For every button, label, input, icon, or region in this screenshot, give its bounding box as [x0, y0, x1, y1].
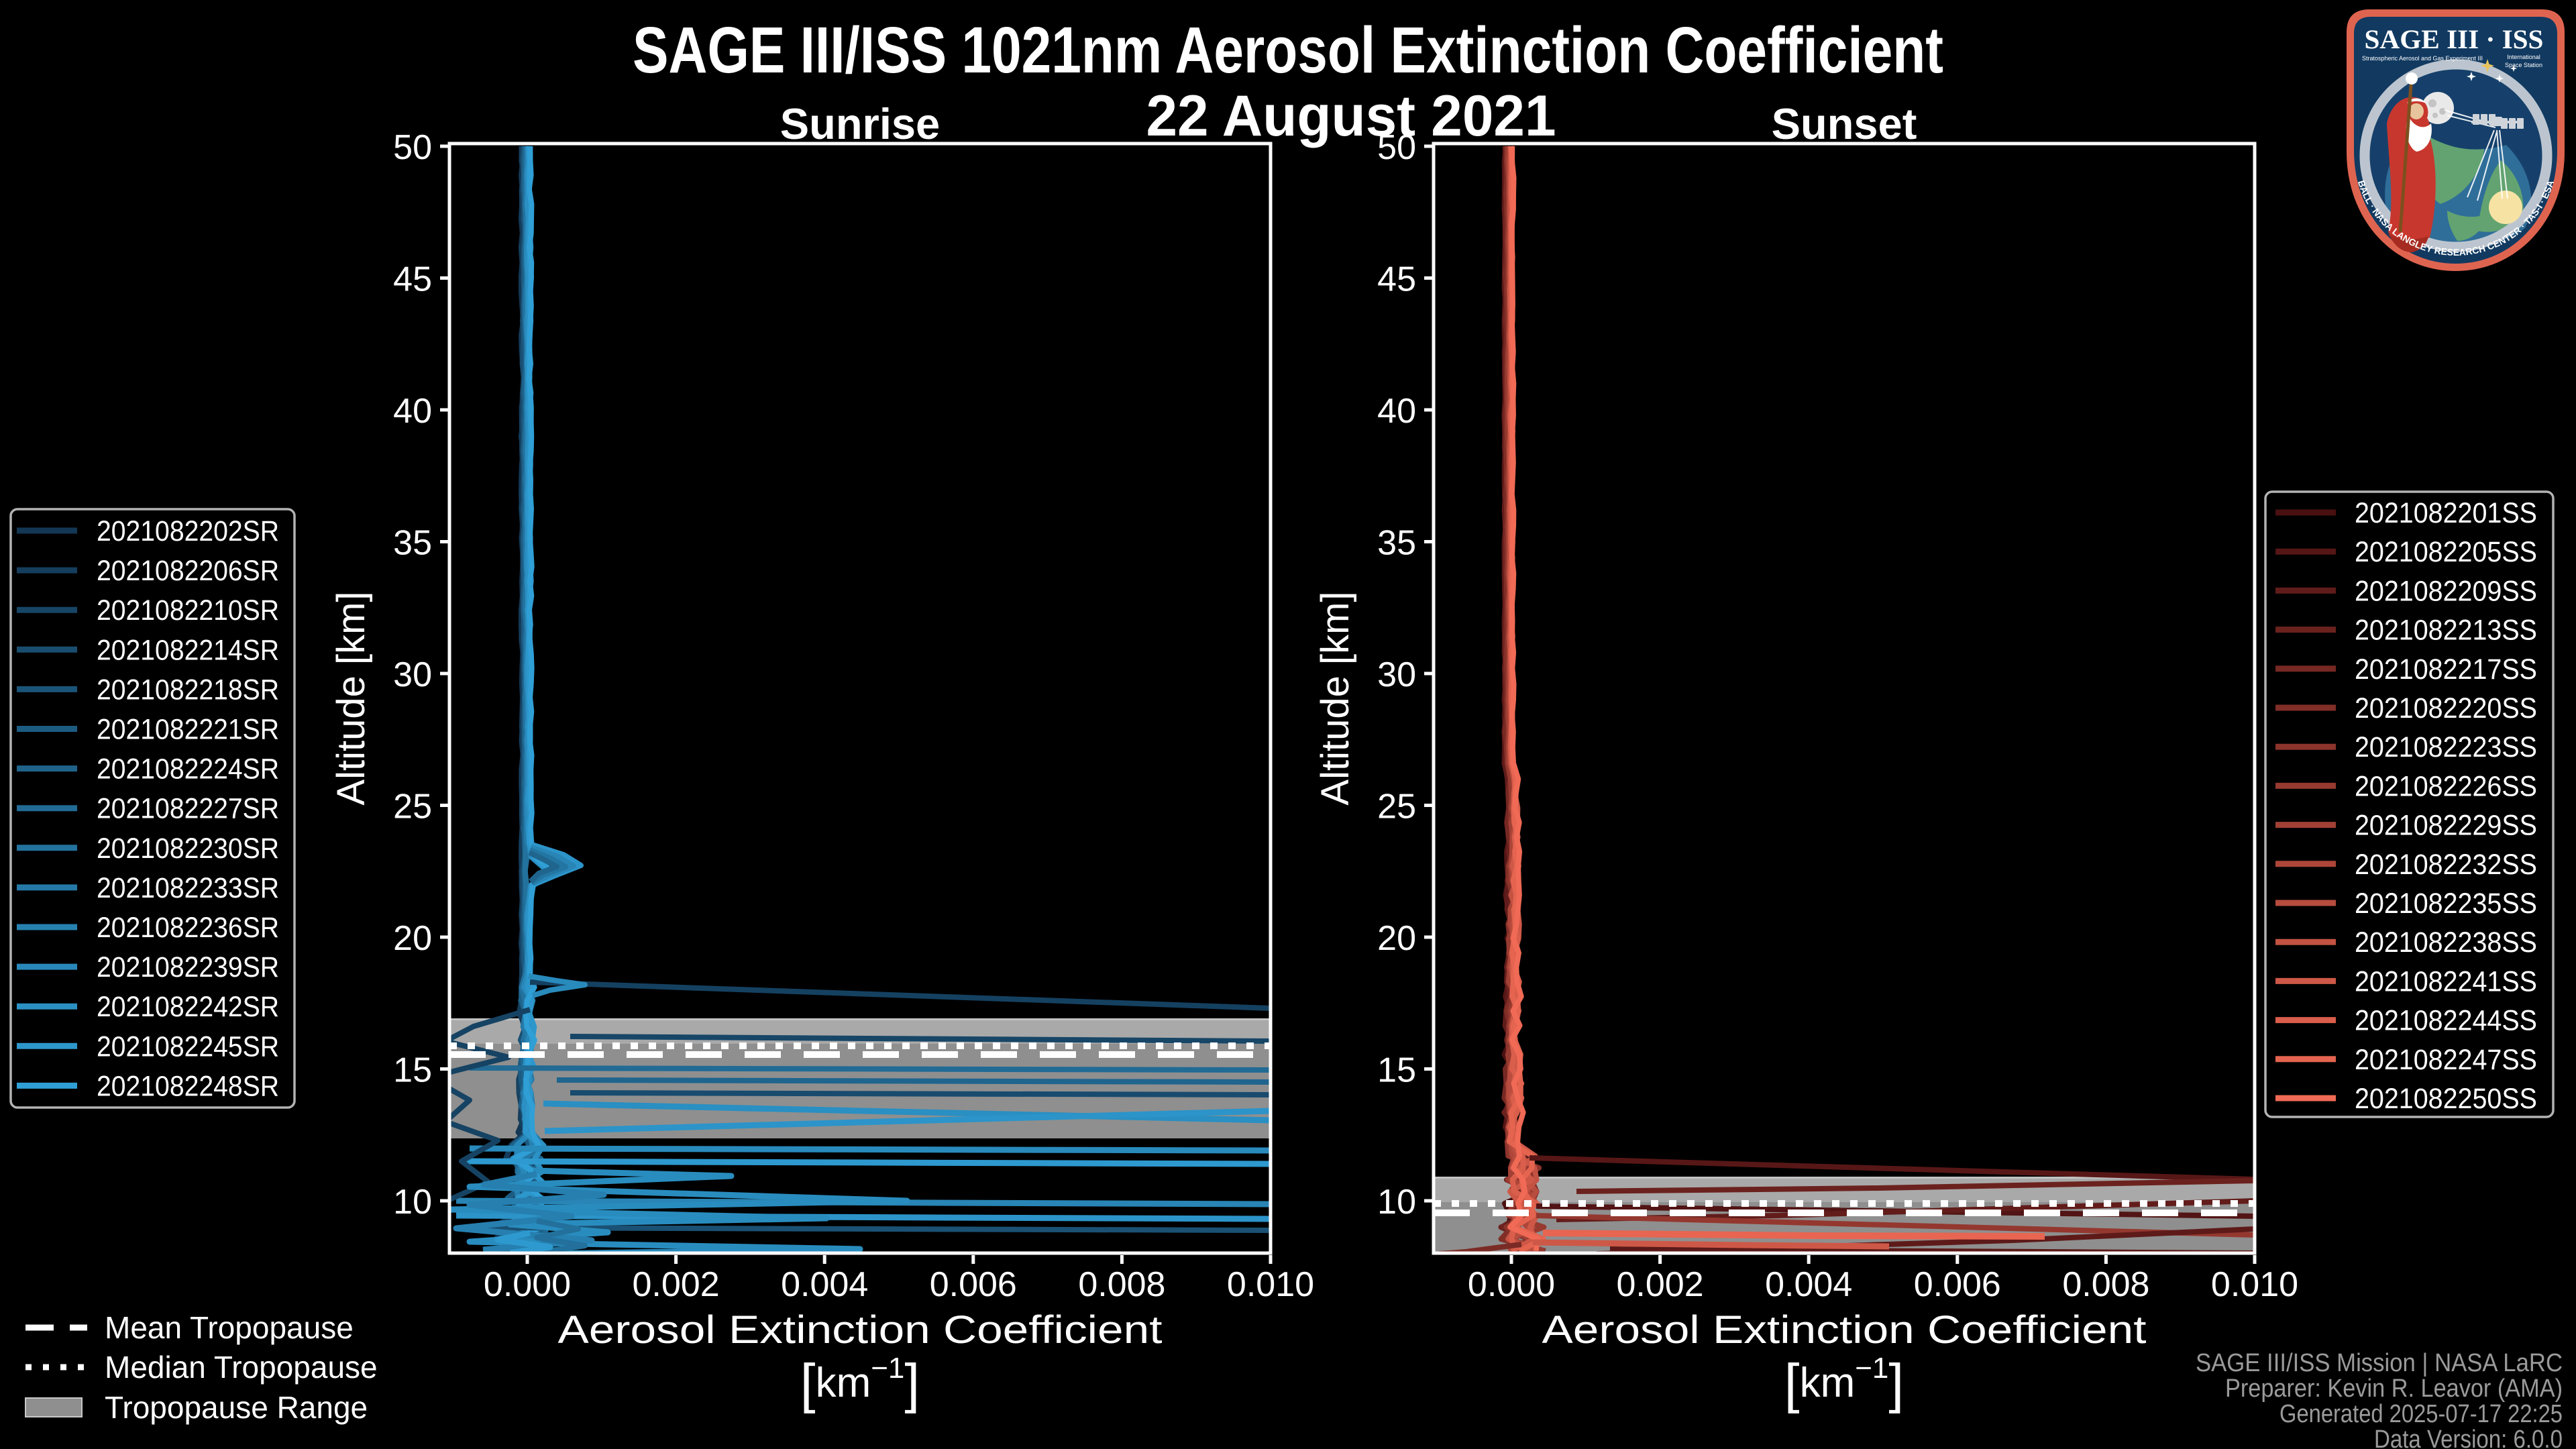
svg-text:Sunset: Sunset — [1772, 99, 1917, 148]
svg-text:2021082248SR: 2021082248SR — [97, 1070, 279, 1102]
svg-text:2021082238SS: 2021082238SS — [2355, 926, 2537, 959]
svg-text:25: 25 — [393, 788, 432, 826]
svg-text:40: 40 — [1377, 392, 1416, 431]
svg-text:2021082214SR: 2021082214SR — [97, 634, 279, 666]
svg-text:2021082206SR: 2021082206SR — [97, 555, 279, 587]
svg-text:0.010: 0.010 — [1227, 1265, 1314, 1304]
svg-text:Tropopause Range: Tropopause Range — [105, 1390, 368, 1425]
svg-text:0.002: 0.002 — [1617, 1265, 1704, 1304]
svg-text:Aerosol Extinction Coefficient: Aerosol Extinction Coefficient — [1542, 1308, 2147, 1352]
svg-text:0.004: 0.004 — [781, 1265, 868, 1304]
svg-text:2021082209SS: 2021082209SS — [2355, 575, 2537, 607]
svg-text:0.008: 0.008 — [1078, 1265, 1165, 1304]
svg-text:2021082227SR: 2021082227SR — [97, 793, 279, 825]
svg-text:15: 15 — [393, 1051, 432, 1090]
svg-text:0.000: 0.000 — [484, 1265, 571, 1304]
svg-text:0.006: 0.006 — [930, 1265, 1017, 1304]
svg-text:2021082229SS: 2021082229SS — [2355, 810, 2537, 842]
svg-text:Mean Tropopause: Mean Tropopause — [105, 1310, 354, 1345]
svg-text:Data Version: 6.0.0: Data Version: 6.0.0 — [2374, 1426, 2563, 1449]
svg-text:2021082210SR: 2021082210SR — [97, 594, 279, 627]
svg-text:50: 50 — [1377, 128, 1416, 167]
svg-text:Stratospheric Aerosol and Gas: Stratospheric Aerosol and Gas Experiment… — [2362, 55, 2483, 62]
svg-text:2021082230SR: 2021082230SR — [97, 833, 279, 865]
svg-text:0.004: 0.004 — [1765, 1265, 1852, 1304]
svg-text:[km−1]: [km−1] — [1784, 1352, 1904, 1414]
svg-text:2021082218SR: 2021082218SR — [97, 674, 279, 706]
svg-text:Generated 2025-07-17 22:25: Generated 2025-07-17 22:25 — [2279, 1400, 2563, 1428]
svg-text:45: 45 — [1377, 260, 1416, 299]
svg-text:2021082232SS: 2021082232SS — [2355, 849, 2537, 881]
svg-text:2021082213SS: 2021082213SS — [2355, 614, 2537, 647]
svg-text:0.000: 0.000 — [1468, 1265, 1555, 1304]
svg-text:Altitude [km]: Altitude [km] — [329, 591, 373, 805]
svg-text:40: 40 — [393, 392, 432, 431]
svg-text:0.010: 0.010 — [2211, 1265, 2298, 1304]
svg-text:0.006: 0.006 — [1914, 1265, 2001, 1304]
svg-text:2021082245SR: 2021082245SR — [97, 1030, 279, 1063]
svg-text:0.002: 0.002 — [633, 1265, 720, 1304]
svg-text:35: 35 — [393, 524, 432, 563]
svg-text:2021082244SS: 2021082244SS — [2355, 1005, 2537, 1037]
svg-text:2021082239SR: 2021082239SR — [97, 951, 279, 983]
svg-text:30: 30 — [393, 655, 432, 694]
svg-text:10: 10 — [393, 1183, 432, 1222]
svg-text:2021082223SS: 2021082223SS — [2355, 731, 2537, 763]
svg-text:SAGE III/ISS Mission | NASA La: SAGE III/ISS Mission | NASA LaRC — [2196, 1349, 2563, 1377]
svg-text:Sunrise: Sunrise — [780, 99, 940, 148]
svg-text:Altitude [km]: Altitude [km] — [1313, 591, 1357, 805]
svg-text:2021082202SR: 2021082202SR — [97, 515, 279, 547]
svg-text:2021082241SS: 2021082241SS — [2355, 965, 2537, 998]
svg-text:Aerosol Extinction Coefficient: Aerosol Extinction Coefficient — [558, 1308, 1163, 1352]
svg-text:30: 30 — [1377, 655, 1416, 694]
svg-text:0.008: 0.008 — [2062, 1265, 2149, 1304]
svg-text:2021082235SS: 2021082235SS — [2355, 888, 2537, 920]
svg-text:Median Tropopause: Median Tropopause — [105, 1350, 378, 1385]
svg-text:2021082226SS: 2021082226SS — [2355, 770, 2537, 802]
svg-text:50: 50 — [393, 128, 432, 167]
svg-text:2021082221SR: 2021082221SR — [97, 714, 279, 746]
svg-text:2021082220SS: 2021082220SS — [2355, 692, 2537, 724]
svg-text:SAGE III · ISS: SAGE III · ISS — [2365, 24, 2544, 54]
svg-text:25: 25 — [1377, 788, 1416, 826]
svg-text:[km−1]: [km−1] — [800, 1352, 920, 1414]
svg-text:45: 45 — [393, 260, 432, 299]
svg-text:2021082201SS: 2021082201SS — [2355, 497, 2537, 529]
svg-text:35: 35 — [1377, 524, 1416, 563]
svg-text:Space Station: Space Station — [2505, 62, 2542, 68]
svg-text:SAGE III/ISS 1021nm Aerosol Ex: SAGE III/ISS 1021nm Aerosol Extinction C… — [633, 13, 1943, 87]
svg-text:2021082236SR: 2021082236SR — [97, 912, 279, 944]
svg-text:Preparer: Kevin R. Leavor (AMA: Preparer: Kevin R. Leavor (AMA) — [2225, 1375, 2563, 1403]
svg-text:15: 15 — [1377, 1051, 1416, 1090]
svg-text:2021082250SS: 2021082250SS — [2355, 1083, 2537, 1115]
svg-text:2021082224SR: 2021082224SR — [97, 753, 279, 786]
svg-text:2021082242SR: 2021082242SR — [97, 991, 279, 1023]
svg-text:2021082205SS: 2021082205SS — [2355, 536, 2537, 568]
svg-text:2021082247SS: 2021082247SS — [2355, 1044, 2537, 1076]
svg-text:2021082233SR: 2021082233SR — [97, 872, 279, 904]
svg-text:10: 10 — [1377, 1183, 1416, 1222]
svg-text:20: 20 — [1377, 919, 1416, 958]
svg-text:22 August 2021: 22 August 2021 — [1146, 84, 1556, 148]
svg-text:International: International — [2507, 54, 2540, 60]
svg-text:20: 20 — [393, 919, 432, 958]
svg-text:2021082217SS: 2021082217SS — [2355, 653, 2537, 686]
